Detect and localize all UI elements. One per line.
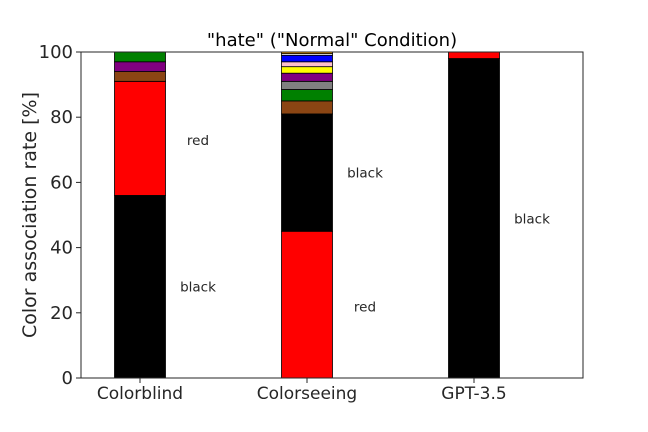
data-label: red (354, 299, 376, 315)
bar-segment-colorseeing-2 (281, 100, 333, 115)
data-label: black (514, 211, 550, 227)
y-axis-label: Color association rate [%] (19, 92, 41, 338)
data-label: red (187, 133, 209, 149)
x-tick-label: Colorblind (97, 384, 183, 404)
bar-segment-colorblind-3 (114, 61, 166, 72)
bar-segment-colorblind-4 (114, 51, 166, 63)
bar-segment-colorblind-1 (114, 80, 166, 196)
bar-segment-gpt-3-5-1 (448, 51, 500, 59)
bar-segment-colorseeing-3 (281, 89, 333, 102)
y-tick-label: 100 (39, 42, 73, 63)
bar-segment-colorseeing-0 (281, 230, 333, 379)
plot-frame (80, 51, 584, 379)
plot-area: 0 20 40 60 80 100 Colorblind Colorseeing GPT-3.5… (39, 42, 584, 404)
chart-title: "hate" ("Normal" Condition) (207, 30, 457, 51)
data-label: black (180, 280, 216, 296)
y-tick-label: 20 (50, 303, 73, 324)
bar-segment-colorblind-2 (114, 71, 166, 82)
bar-segment-colorseeing-7 (281, 61, 333, 68)
y-tick-label: 60 (50, 172, 73, 193)
bar-segment-colorseeing-8 (281, 54, 333, 63)
bar-segment-colorblind-0 (114, 195, 166, 379)
bar-segment-colorseeing-5 (281, 72, 333, 82)
x-tick-label: GPT-3.5 (441, 384, 506, 404)
x-tick-label: Colorseeing (257, 384, 357, 404)
bar-segment-gpt-3-5-0 (448, 58, 500, 379)
y-tick-label: 40 (50, 238, 73, 259)
bar-segment-colorseeing-1 (281, 113, 333, 232)
data-label: black (347, 166, 383, 182)
bar-segment-colorseeing-6 (281, 66, 333, 74)
y-tick-label: 80 (50, 107, 73, 128)
y-tick-label: 0 (62, 368, 73, 389)
bar-segment-colorseeing-4 (281, 80, 333, 90)
